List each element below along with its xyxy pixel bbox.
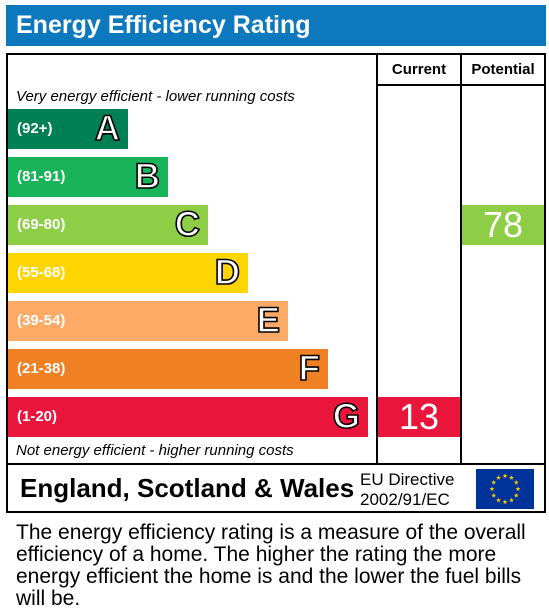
eu-star-icon	[515, 486, 521, 492]
band-range-label: (55-68)	[17, 264, 66, 281]
band-range-label: (69-80)	[17, 216, 66, 233]
band-range-label: (39-54)	[17, 312, 66, 329]
eu-star-icon	[502, 473, 508, 479]
band-letter: D	[214, 252, 241, 293]
top-note: Very energy efficient - lower running co…	[16, 88, 295, 105]
eu-star-icon	[491, 479, 497, 485]
band-letter: A	[94, 108, 121, 149]
eu-directive: EU Directive 2002/91/EC	[360, 470, 454, 510]
band-c: (69-80) C	[8, 204, 208, 245]
caption-text: The energy efficiency rating is a measur…	[16, 521, 526, 610]
chart-title: Energy Efficiency Rating	[6, 5, 546, 46]
band-f: (21-38) F	[8, 348, 328, 389]
footer-divider	[8, 463, 544, 465]
band-range-label: (21-38)	[17, 360, 66, 377]
potential-column-divider	[460, 55, 462, 463]
band-b: (81-91) B	[8, 156, 168, 197]
band-letter: G	[332, 396, 361, 437]
eu-star-icon	[509, 497, 514, 503]
current-column-header: Current	[391, 61, 447, 78]
directive-line-1: EU Directive	[360, 470, 455, 489]
band-a: (92+) A	[8, 108, 128, 149]
band-range-label: (81-91)	[17, 168, 66, 185]
eu-star-icon	[489, 486, 495, 492]
region-label: England, Scotland & Wales	[20, 473, 355, 503]
current-score: 13	[378, 397, 460, 437]
band-d: (55-68) D	[8, 252, 248, 293]
eu-star-icon	[496, 497, 501, 503]
eu-star-icon	[509, 475, 514, 480]
rating-frame: Current Potential Very energy efficient …	[6, 53, 546, 513]
band-range-label: (1-20)	[17, 408, 58, 425]
directive-line-2: 2002/91/EC	[360, 490, 450, 509]
eu-star-icon	[502, 499, 508, 505]
band-letter: B	[134, 156, 161, 197]
column-header-divider	[376, 84, 544, 86]
eu-star-icon	[513, 479, 519, 485]
eu-flag-icon	[476, 469, 534, 509]
band-g: (1-20) G	[8, 396, 368, 437]
potential-score: 78	[462, 205, 544, 245]
eu-star-icon	[491, 492, 497, 498]
eu-star-icon	[513, 492, 519, 498]
potential-column-header: Potential	[471, 61, 535, 78]
band-letter: F	[298, 348, 321, 389]
current-column-divider	[376, 55, 378, 463]
band-range-label: (92+)	[17, 120, 53, 137]
eu-star-icon	[496, 475, 501, 480]
band-e: (39-54) E	[8, 300, 288, 341]
band-letter: E	[256, 300, 281, 341]
bottom-note: Not energy efficient - higher running co…	[16, 442, 294, 459]
band-letter: C	[174, 204, 201, 245]
